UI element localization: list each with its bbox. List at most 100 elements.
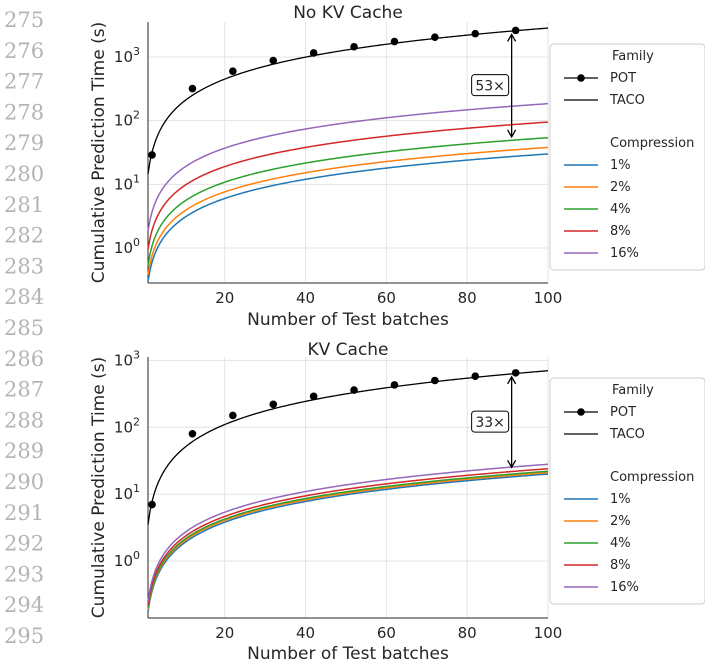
pot-point [350, 42, 358, 51]
y-tick-label: 103 [114, 45, 140, 66]
compression-series-line [147, 470, 549, 609]
line-number: 279 [4, 131, 44, 155]
pot-point [471, 372, 480, 380]
legend-taco-label: TACO [609, 427, 645, 442]
pot-point [148, 500, 156, 509]
pot-point [229, 411, 237, 420]
compression-series-line [147, 146, 549, 275]
ratio-label: 33× [475, 415, 505, 431]
x-tick-label: 100 [534, 289, 563, 307]
legend-compression-label: 8% [610, 558, 631, 573]
chart-no-kv-cache: 20 40 60 80 100 100 101 102 103 No KV Cache Number… [89, 3, 705, 330]
line-number: 286 [4, 347, 44, 371]
ratio-arrow-head-down [507, 129, 517, 139]
legend-compression-label: 2% [610, 514, 631, 529]
y-tick-label: 101 [114, 172, 140, 193]
legend-compression-label: 8% [610, 224, 631, 239]
line-number: 275 [4, 8, 44, 32]
pot-point [431, 33, 439, 41]
chart-kv-cache: 20 40 60 80 100 100 101 102 103 KV Cache Number of… [89, 340, 705, 663]
ratio-label-box [471, 410, 510, 433]
pot-point [431, 376, 439, 385]
line-number: 289 [4, 439, 44, 463]
legend-compression-label: 16% [610, 246, 639, 261]
line-number: 287 [4, 378, 44, 402]
line-number: 285 [4, 316, 44, 340]
taco-series-line [147, 370, 549, 525]
x-tick-label: 100 [534, 624, 563, 642]
taco-series-line [147, 27, 549, 175]
compression-series-line [147, 468, 549, 606]
pot-point [148, 151, 156, 159]
ratio-label-box [471, 74, 510, 97]
pot-point [269, 56, 278, 65]
line-number: 294 [4, 593, 44, 617]
ratio-label: 53× [475, 79, 505, 95]
legend-compression-label: 4% [610, 202, 631, 217]
pot-point [188, 84, 197, 93]
y-tick-label: 102 [114, 415, 140, 436]
x-axis-label: Number of Test batches [247, 310, 449, 330]
line-number: 276 [4, 39, 44, 63]
legend-compression-title: Compression [610, 470, 694, 485]
line-number: 292 [4, 532, 44, 556]
legend-compression-label: 4% [610, 536, 631, 551]
x-axis-label: Number of Test batches [247, 644, 449, 663]
legend-pot-marker [577, 408, 585, 416]
x-tick-label: 40 [296, 289, 315, 307]
pot-point [309, 392, 318, 401]
line-number: 280 [4, 162, 44, 186]
y-axis-label: Cumulative Prediction Time (s) [89, 22, 109, 283]
ratio-arrow-head-down [507, 459, 517, 469]
legend-taco-label: TACO [609, 93, 645, 108]
line-number: 282 [4, 224, 44, 248]
legend-pot-marker [577, 74, 585, 82]
y-axis-label: Cumulative Prediction Time (s) [89, 357, 109, 618]
line-number-column: 275 276 277 278 279 280 281 282 283 284 285 286 287 2… [4, 8, 44, 648]
legend-compression-title: Compression [610, 136, 694, 151]
compression-series-line [147, 153, 549, 282]
pot-point [390, 37, 399, 46]
y-tick-label: 100 [114, 236, 140, 257]
compression-series-line [147, 473, 549, 612]
x-tick-label: 60 [377, 624, 396, 642]
compression-series-line [147, 471, 549, 610]
line-number: 284 [4, 285, 44, 309]
legend-pot-label: POT [610, 405, 636, 420]
legend-family-title: Family [612, 49, 654, 64]
line-number: 283 [4, 254, 44, 278]
compression-series-line [147, 463, 549, 602]
y-tick-label: 103 [114, 348, 140, 369]
pot-point [471, 29, 480, 38]
x-tick-label: 80 [458, 624, 477, 642]
ratio-arrow-head-up [507, 375, 517, 385]
y-tick-label: 102 [114, 109, 140, 130]
legend-compression-label: 2% [610, 180, 631, 195]
line-number: 295 [4, 624, 44, 648]
line-number: 281 [4, 193, 44, 217]
x-tick-label: 60 [377, 289, 396, 307]
x-tick-label: 80 [458, 289, 477, 307]
pot-point [269, 400, 278, 409]
line-number: 277 [4, 70, 44, 94]
pot-point [309, 49, 318, 57]
pot-point [229, 67, 237, 75]
x-tick-label: 40 [296, 624, 315, 642]
line-number: 288 [4, 408, 44, 432]
line-number: 293 [4, 562, 44, 586]
ratio-arrow-head-up [507, 33, 517, 42]
chart-title: No KV Cache [293, 3, 403, 23]
compression-series-line [147, 102, 549, 232]
pot-point [511, 26, 520, 35]
legend-compression-label: 16% [610, 580, 639, 595]
y-tick-label: 100 [114, 549, 140, 570]
line-number: 291 [4, 501, 44, 525]
pot-point [511, 369, 520, 377]
x-tick-label: 20 [215, 289, 234, 307]
line-number: 278 [4, 100, 44, 124]
compression-series-line [147, 136, 549, 266]
legend-compression-label: 1% [610, 158, 631, 173]
pot-point [350, 386, 358, 394]
pot-point [390, 381, 399, 389]
